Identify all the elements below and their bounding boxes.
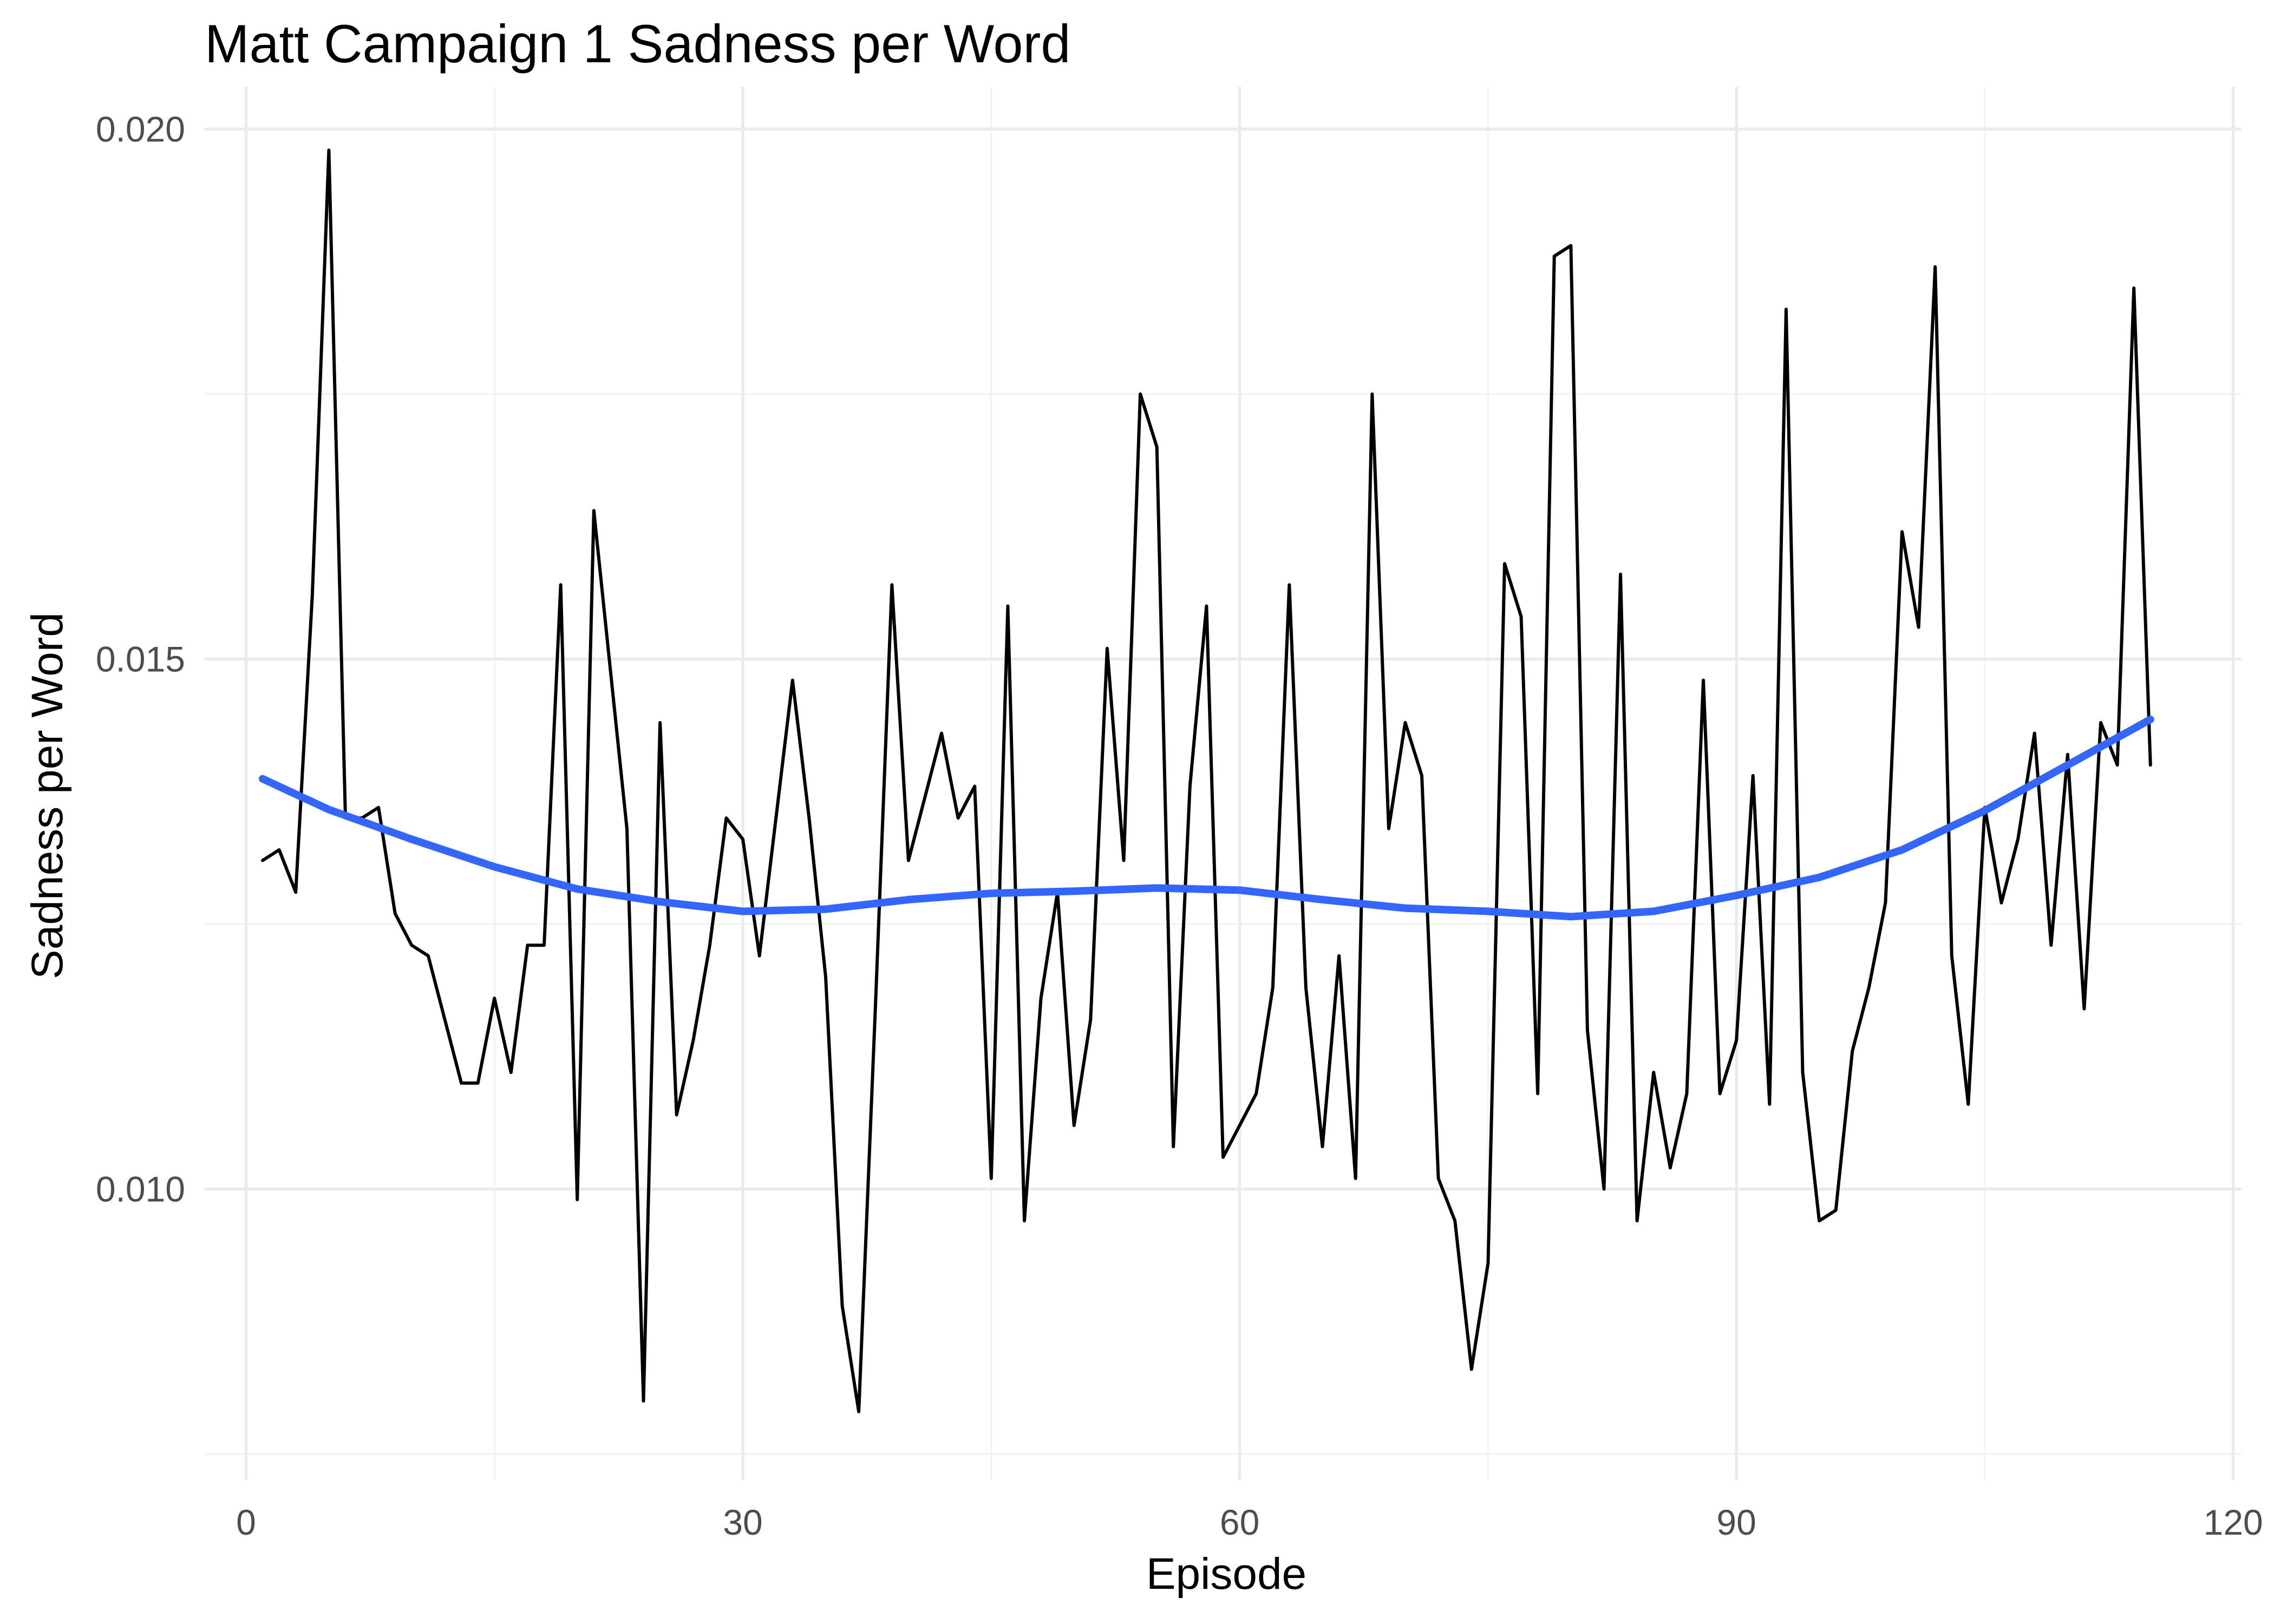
chart-title: Matt Campaign 1 Sadness per Word: [205, 14, 1070, 74]
x-tick-label: 0: [236, 1502, 256, 1542]
x-tick-label: 60: [1220, 1502, 1259, 1542]
y-axis-title: Sadness per Word: [23, 612, 72, 979]
y-tick-label: 0.020: [96, 109, 185, 149]
x-tick-label: 90: [1716, 1502, 1756, 1542]
sadness-per-word-line: [261, 148, 2152, 1413]
y-axis-tick-labels: 0.010 0.015 0.020: [96, 109, 185, 1209]
y-tick-label: 0.010: [96, 1169, 185, 1209]
smoothed-trend-line: [259, 716, 2154, 921]
x-tick-label: 120: [2204, 1502, 2263, 1542]
series-layer: [259, 148, 2154, 1413]
x-tick-label: 30: [723, 1502, 762, 1542]
y-tick-label: 0.015: [96, 639, 185, 679]
plot-panel: [205, 87, 2242, 1481]
x-axis-title: Episode: [1146, 1549, 1306, 1599]
x-axis-tick-labels: 0 30 60 90 120: [236, 1502, 2263, 1542]
major-gridlines: [205, 87, 2242, 1481]
minor-gridlines: [205, 87, 2242, 1481]
